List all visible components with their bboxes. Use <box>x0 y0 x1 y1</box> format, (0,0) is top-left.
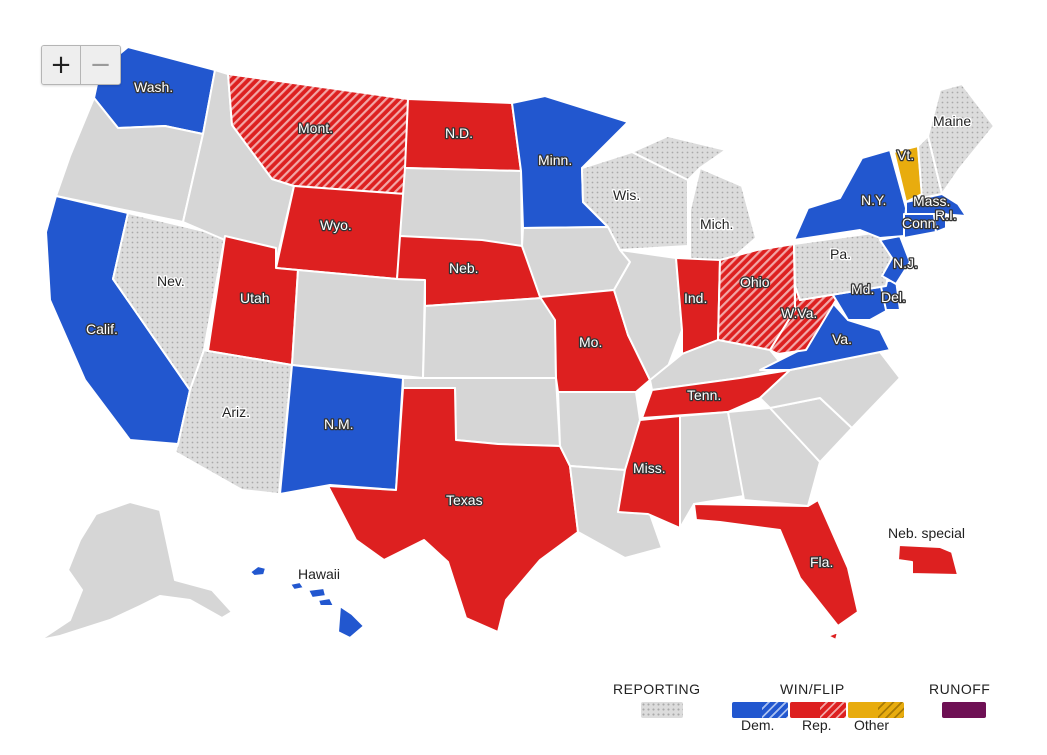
state-tx[interactable] <box>327 387 579 633</box>
label-tn: Tenn. <box>687 387 721 403</box>
state-ne-special[interactable] <box>897 544 959 576</box>
zoom-out-button[interactable]: − <box>81 46 120 84</box>
legend-dem-swatch <box>732 702 788 718</box>
label-ne-special: Neb. special <box>888 525 965 541</box>
legend-reporting-title: REPORTING <box>613 681 701 697</box>
label-ms: Miss. <box>633 460 666 476</box>
label-ca: Calif. <box>86 321 118 337</box>
state-in[interactable] <box>675 257 721 355</box>
state-sd[interactable] <box>399 167 523 247</box>
state-al[interactable] <box>679 411 745 529</box>
legend-rep-swatch <box>790 702 846 718</box>
label-nv: Nev. <box>157 273 185 289</box>
label-md: Md. <box>851 281 874 297</box>
label-mo: Mo. <box>579 334 602 350</box>
label-ri: R.I. <box>935 207 957 223</box>
state-co[interactable] <box>291 269 426 379</box>
label-vt: Vt. <box>897 147 914 163</box>
label-oh: Ohio <box>740 274 770 290</box>
state-mi[interactable] <box>689 167 757 263</box>
label-ny: N.Y. <box>861 192 886 208</box>
state-ks[interactable] <box>422 297 557 379</box>
label-ma: Mass. <box>913 193 950 209</box>
legend-rep-label: Rep. <box>802 717 832 733</box>
label-hi: Hawaii <box>298 566 340 582</box>
label-wi: Wis. <box>613 187 640 203</box>
label-mn: Minn. <box>538 152 572 168</box>
legend-runoff-swatch <box>942 702 986 718</box>
legend-reporting-swatch <box>641 702 683 718</box>
label-me: Maine <box>933 113 971 129</box>
state-mi-up[interactable] <box>631 135 727 181</box>
label-ct: Conn. <box>902 215 939 231</box>
state-ak[interactable] <box>39 501 233 641</box>
label-mt: Mont. <box>298 120 333 136</box>
state-fl[interactable] <box>693 499 859 627</box>
legend-other-swatch <box>848 702 904 718</box>
state-hi[interactable] <box>249 565 365 639</box>
label-pa: Pa. <box>830 246 851 262</box>
label-de: Del. <box>881 289 906 305</box>
legend-other-label: Other <box>854 717 890 733</box>
zoom-controls: + − <box>41 45 121 85</box>
label-az: Ariz. <box>222 404 250 420</box>
legend-swatch-row <box>732 702 904 718</box>
legend-runoff-title: RUNOFF <box>929 681 991 697</box>
legend-dem-label: Dem. <box>741 717 775 733</box>
legend-reporting: REPORTING <box>613 681 713 718</box>
state-ny[interactable] <box>793 149 907 241</box>
label-wa: Wash. <box>134 79 173 95</box>
label-tx: Texas <box>446 492 483 508</box>
label-nd: N.D. <box>445 125 473 141</box>
legend-runoff: RUNOFF <box>929 681 1009 718</box>
legend-win-flip-title: WIN/FLIP <box>780 681 845 697</box>
label-nj: N.J. <box>893 255 918 271</box>
fl-keys <box>827 631 839 641</box>
label-va: Va. <box>832 331 852 347</box>
state-ga[interactable] <box>727 407 821 507</box>
label-nm: N.M. <box>324 416 354 432</box>
label-wv: W.Va. <box>781 305 817 321</box>
state-ri[interactable] <box>933 213 947 233</box>
label-ut: Utah <box>240 290 270 306</box>
label-wy: Wyo. <box>320 217 352 233</box>
label-fl: Fla. <box>810 554 833 570</box>
state-me[interactable] <box>927 83 995 195</box>
label-in: Ind. <box>684 290 707 306</box>
zoom-in-button[interactable]: + <box>42 46 81 84</box>
label-ne: Neb. <box>449 260 479 276</box>
label-mi: Mich. <box>700 216 733 232</box>
